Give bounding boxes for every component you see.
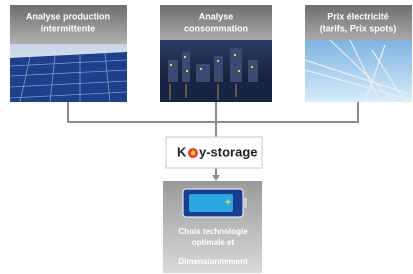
output-label: optimale et	[192, 238, 235, 247]
diagram: Analyse production intermittente Analyse…	[0, 0, 413, 274]
output-box: + Choix technologie optimale et Dimensio…	[163, 181, 262, 273]
input-box: Analyse consommation	[160, 5, 272, 102]
input-label: Analyse production	[26, 11, 110, 21]
input-label: Prix électricité	[327, 11, 389, 21]
input-label: intermittente	[41, 23, 96, 33]
logo-box: K y-storage	[166, 137, 262, 168]
logo-prefix: K	[177, 144, 187, 159]
arrow-head	[212, 175, 220, 181]
input-label: consommation	[184, 23, 248, 33]
input-label: (tarifs, Prix spots)	[320, 23, 397, 33]
input-box: Analyse production intermittente	[10, 5, 127, 102]
input-box: Prix électricité (tarifs, Prix spots)	[305, 5, 412, 102]
svg-text:+: +	[225, 198, 231, 209]
output-label: Choix technologie	[178, 227, 248, 236]
output-label: Dimensionnement	[178, 257, 248, 266]
input-label: Analyse	[199, 11, 234, 21]
logo-suffix: y-storage	[199, 144, 258, 159]
